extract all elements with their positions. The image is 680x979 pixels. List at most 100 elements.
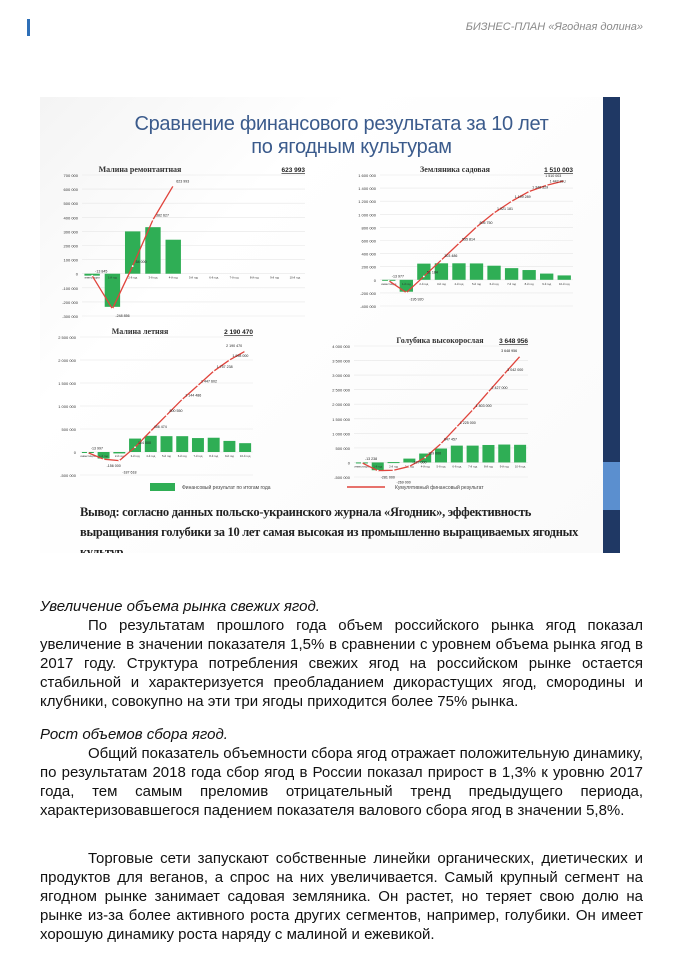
cumulative-point <box>528 190 531 193</box>
y-tick-label: 1 200 000 <box>358 199 377 204</box>
section-heading-harvest: Рост объемов сбора ягод. <box>40 726 228 743</box>
y-tick-label: 800 000 <box>362 225 377 230</box>
x-tick-label: 9-й год <box>270 276 279 280</box>
x-tick-label: 4-й год <box>421 464 430 468</box>
bar <box>191 438 204 452</box>
cumulative-point <box>519 355 521 358</box>
x-tick-label: 10-й год <box>559 282 570 286</box>
y-tick-label: -500 000 <box>60 473 77 478</box>
cumulative-data-label: 647 457 <box>444 438 457 442</box>
x-tick-label: 1-й год <box>108 276 117 280</box>
section-text-market: По результатам прошлого года объем росси… <box>40 617 643 710</box>
y-tick-label: 200 000 <box>362 265 377 270</box>
side-strip-accent <box>603 462 620 510</box>
x-tick-label: 3-й год <box>437 282 446 286</box>
cumulative-data-label: -137 000 <box>412 460 426 464</box>
cumulative-point <box>212 370 215 373</box>
x-tick-label: 2-й год <box>128 276 137 280</box>
x-tick-label: 8-й год <box>525 282 534 286</box>
cumulative-data-label: 1 442 893 <box>550 179 566 183</box>
x-tick-label: 4-й год <box>454 282 463 286</box>
bar <box>160 436 173 452</box>
y-tick-label: 3 500 000 <box>332 359 351 364</box>
y-tick-label: -300 000 <box>62 314 79 319</box>
x-tick-label: 4-й год <box>146 454 155 458</box>
cumulative-data-label: -156 000 <box>107 464 121 468</box>
bar <box>165 239 181 274</box>
cumulative-point <box>408 465 411 468</box>
x-tick-label: 2-й год <box>419 282 428 286</box>
cumulative-point <box>387 279 390 282</box>
cumulative-data-label: 169 000 <box>428 452 441 456</box>
figure-title-line1: Сравнение финансового результата за 10 л… <box>134 113 549 135</box>
cumulative-point <box>149 430 152 432</box>
cumulative-point <box>165 414 168 417</box>
figure-title-line2: по ягодным культурам <box>251 136 452 158</box>
cumulative-data-label: 1 447 602 <box>201 379 217 383</box>
bar <box>482 444 495 463</box>
y-tick-label: 4 000 000 <box>332 344 351 349</box>
x-tick-label: 9-й год <box>500 464 509 468</box>
chart-total-label: 1 510 003 <box>544 167 573 174</box>
bar <box>223 440 236 452</box>
cumulative-point <box>181 398 184 401</box>
bar <box>434 448 448 463</box>
cumulative-point <box>91 274 94 277</box>
x-tick-label: 5-й год <box>472 282 481 286</box>
cumulative-point <box>455 425 458 428</box>
y-tick-label: 0 <box>374 278 377 283</box>
bar <box>239 443 252 452</box>
cumulative-point <box>228 359 231 361</box>
y-tick-label: 100 000 <box>64 258 79 263</box>
y-tick-label: 2 000 000 <box>332 402 351 407</box>
y-tick-label: 1 600 000 <box>358 173 377 178</box>
x-tick-label: 4-й год <box>169 276 178 280</box>
bar <box>371 462 384 471</box>
cumulative-point <box>86 451 89 454</box>
cumulative-data-label: 1 803 000 <box>476 404 492 408</box>
bar <box>207 437 220 452</box>
cumulative-point <box>118 459 121 462</box>
y-tick-label: -100 000 <box>62 286 79 291</box>
cumulative-data-label: 1 998 000 <box>232 354 248 358</box>
y-tick-label: 1 500 000 <box>332 417 351 422</box>
bar <box>399 279 413 292</box>
cumulative-data-label: 1 757 238 <box>217 365 233 369</box>
y-tick-label: 3 000 000 <box>332 373 351 378</box>
x-tick-label: инвестиции <box>85 276 101 280</box>
bar <box>466 445 479 463</box>
y-tick-label: 2 500 000 <box>332 388 351 393</box>
cumulative-point <box>152 218 154 221</box>
y-tick-label: 1 000 000 <box>58 404 77 409</box>
cumulative-point <box>503 372 506 375</box>
cumulative-point <box>545 184 548 187</box>
bar <box>469 263 484 280</box>
bar <box>104 273 121 307</box>
header-title: БИЗНЕС-ПЛАН «Ягодная долина» <box>465 21 643 33</box>
y-tick-label: 500 000 <box>336 446 351 451</box>
cumulative-data-label: 456 474 <box>154 425 167 429</box>
cumulative-point <box>131 265 134 267</box>
y-tick-label: -500 000 <box>334 475 351 480</box>
x-tick-label: 6-й год <box>209 276 218 280</box>
cumulative-point <box>440 259 443 261</box>
y-tick-label: -400 000 <box>360 304 377 309</box>
cumulative-point <box>405 291 408 294</box>
cumulative-point <box>563 179 566 182</box>
x-tick-label: 5-й год <box>162 454 171 458</box>
legend-line-label: Кумулятивный финансовый результат <box>395 484 484 491</box>
cumulative-data-label: -269 000 <box>397 480 411 484</box>
bar <box>176 436 189 452</box>
cumulative-data-label: 3 648 956 <box>501 349 517 353</box>
y-tick-label: 300 000 <box>64 229 79 234</box>
cumulative-data-label: 555 814 <box>462 237 475 241</box>
header-accent-bar <box>27 19 30 36</box>
chart-figure: Сравнение финансового результата за 10 л… <box>40 97 620 553</box>
y-tick-label: 1 500 000 <box>58 381 77 386</box>
bar <box>540 273 554 280</box>
y-tick-label: 500 000 <box>62 427 77 432</box>
side-strip <box>603 97 620 553</box>
cumulative-data-label: 1 199 289 <box>515 195 531 199</box>
bar <box>504 268 519 280</box>
chart-title: Малина летняя <box>112 327 169 336</box>
